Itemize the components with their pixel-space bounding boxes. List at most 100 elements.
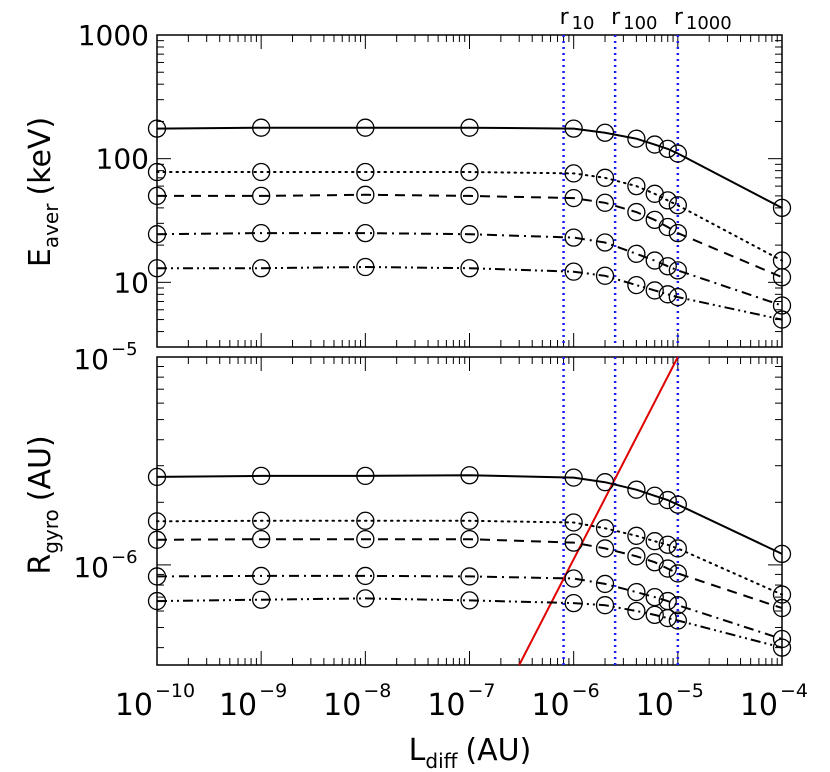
- data-point: [627, 244, 646, 263]
- bottom-reference-lines: [562, 357, 680, 665]
- data-point: [595, 519, 615, 538]
- data-point: [595, 539, 615, 558]
- data-point: [252, 566, 271, 586]
- data-point: [772, 198, 792, 218]
- bottom-y-axis-label: Rgyro(AU): [23, 435, 63, 574]
- series-line-dashdotdot: [156, 597, 783, 649]
- data-point: [252, 590, 271, 609]
- data-point: [658, 285, 677, 304]
- top-y-axis-label: Eaver(keV): [23, 117, 63, 267]
- data-point: [564, 593, 583, 613]
- data-point: [147, 119, 167, 138]
- series-line-dotted: [156, 519, 783, 596]
- data-point: [460, 225, 479, 244]
- x-tick-exponent: −5: [676, 680, 704, 702]
- data-point: [147, 225, 167, 244]
- series-line-dashed: [156, 538, 783, 610]
- data-point: [460, 162, 479, 182]
- data-point: [668, 196, 687, 215]
- x-tick-exponent: −6: [572, 680, 600, 702]
- y-tick-label: 100: [96, 143, 149, 176]
- data-point: [595, 266, 615, 285]
- x-tick-exponent: −10: [155, 680, 195, 702]
- data-point: [658, 535, 677, 554]
- x-tick-label: 10: [531, 688, 569, 723]
- data-point: [627, 202, 646, 222]
- data-point: [356, 566, 375, 586]
- diagonal-line: [518, 356, 679, 666]
- data-point: [356, 118, 375, 137]
- data-point: [356, 530, 375, 549]
- reference-line-label: r 100: [611, 5, 657, 34]
- data-point: [460, 591, 479, 610]
- series-line-dashdot: [156, 232, 783, 307]
- data-point: [460, 186, 479, 206]
- data-point: [658, 608, 677, 628]
- x-tick-label: 10: [115, 688, 153, 723]
- data-point: [147, 186, 167, 206]
- data-point: [645, 605, 664, 625]
- data-point: [645, 251, 664, 270]
- series-line-solid: [156, 474, 783, 555]
- data-point: [627, 480, 646, 499]
- data-point: [772, 585, 792, 604]
- reference-line-label: r 10: [560, 5, 595, 34]
- bottom-diagonal: [518, 356, 679, 666]
- data-point: [627, 526, 646, 545]
- data-point: [645, 532, 664, 551]
- data-point: [564, 188, 583, 208]
- data-point: [564, 468, 583, 487]
- data-point: [356, 589, 375, 608]
- data-point: [668, 611, 687, 630]
- data-point: [252, 118, 271, 137]
- data-point: [627, 582, 646, 602]
- y-tick-label: 1000: [78, 19, 149, 52]
- data-point: [627, 129, 646, 148]
- data-point: [627, 275, 646, 295]
- data-point: [147, 162, 167, 182]
- data-point: [668, 144, 687, 163]
- x-tick-label: 10: [323, 688, 361, 723]
- bottom-series: [147, 466, 792, 657]
- reference-line-labels: r 10 r 100 r 1000: [560, 5, 732, 34]
- x-tick-exponent: −7: [468, 680, 496, 702]
- reference-line-label: r 1000: [674, 5, 732, 34]
- data-point: [658, 139, 677, 159]
- data-point: [658, 217, 677, 237]
- series-line-dotted: [156, 171, 783, 262]
- data-point: [668, 539, 687, 558]
- x-tick-exponent: −9: [259, 680, 287, 702]
- data-point: [356, 511, 375, 530]
- y-tick-label: 10: [113, 266, 149, 299]
- data-point: [772, 638, 792, 657]
- data-point: [668, 495, 687, 514]
- data-point: [627, 547, 646, 566]
- data-point: [460, 466, 479, 485]
- data-point: [252, 466, 271, 486]
- data-point: [627, 176, 646, 196]
- bottom-ticks: [157, 356, 782, 665]
- top-y-tick-labels: 10 100 1000: [78, 19, 149, 299]
- data-point: [595, 193, 615, 212]
- data-point: [645, 135, 664, 154]
- top-panel: 10 100 1000 Eaver(keV) r 10 r 100 r 1000: [23, 5, 792, 348]
- data-point: [564, 228, 583, 247]
- data-point: [658, 559, 677, 578]
- data-point: [147, 567, 167, 586]
- x-tick-label: 10: [427, 688, 465, 723]
- data-point: [772, 544, 792, 564]
- x-tick-exponent: −8: [363, 680, 391, 702]
- data-point: [356, 185, 375, 204]
- data-point: [668, 287, 687, 307]
- data-point: [595, 233, 615, 252]
- x-tick-labels: 10 −10 10 −9 10 −8 10 −7 10 −6 10 −5 10 −4: [115, 680, 808, 723]
- data-point: [595, 574, 615, 594]
- data-point: [147, 591, 167, 611]
- series-line-dashed: [157, 193, 783, 279]
- data-point: [147, 512, 167, 531]
- bottom-panel: 10−610−5 Rgyro(AU) 10 −10 10 −9 10 −8 10 −7 10 −6…: [23, 339, 808, 772]
- data-point: [147, 530, 167, 549]
- bottom-panel-frame: [156, 356, 783, 666]
- data-point: [564, 513, 583, 532]
